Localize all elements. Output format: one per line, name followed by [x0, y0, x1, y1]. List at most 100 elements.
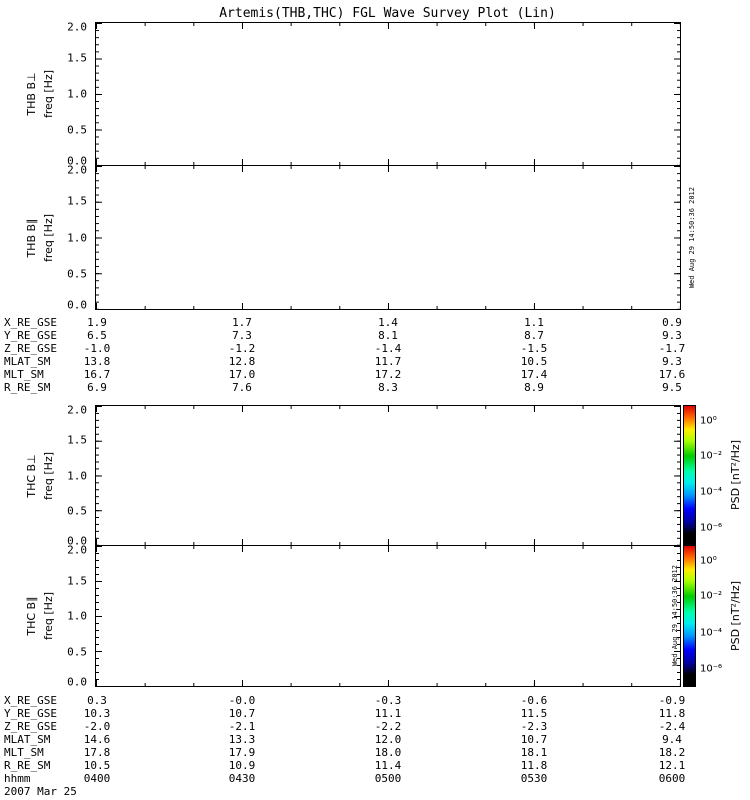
plot-area-thc-bperp [95, 405, 681, 546]
freq-tick: 1.5 [67, 51, 87, 65]
ephemeris-value: -0.0 [228, 694, 256, 707]
ephemeris-label: MLAT_SM [4, 733, 51, 746]
ephemeris-value: -1.5 [520, 342, 548, 355]
time-tick: 0400 [83, 772, 111, 785]
creation-timestamp: Wed Aug 29 14:50:36 2012 [686, 165, 697, 310]
ephemeris-value: 6.9 [87, 381, 107, 394]
ephemeris-value: 1.1 [524, 316, 544, 329]
freq-tick: 2.0 [67, 543, 87, 557]
ephemeris-row: X_RE_GSE 1.9 1.7 1.4 1.1 0.9 [0, 316, 750, 329]
ephemeris-value: 18.2 [658, 746, 686, 759]
ephemeris-label: R_RE_SM [4, 381, 51, 394]
creation-timestamp-text: Wed Aug 29 14:50:36 2012 [687, 186, 696, 289]
time-axis-row: hhmm 0400 0430 0500 0530 0600 [0, 772, 750, 785]
ephemeris-value: -0.3 [374, 694, 402, 707]
freq-tick: 0.5 [67, 645, 87, 658]
date-row: 2007 Mar 25 [0, 785, 750, 798]
time-tick: 0500 [374, 772, 402, 785]
ephemeris-value: 11.8 [520, 759, 548, 772]
ephemeris-value: 11.1 [374, 707, 402, 720]
freq-tick: 1.0 [67, 231, 87, 244]
ephemeris-row: Z_RE_GSE -2.0 -2.1 -2.2 -2.3 -2.4 [0, 720, 750, 733]
freq-tick: 0.0 [67, 154, 87, 168]
ephemeris-label: Y_RE_GSE [4, 707, 57, 720]
ephemeris-value: 13.3 [228, 733, 256, 746]
ephemeris-value: -2.4 [658, 720, 686, 733]
freq-tick: 1.5 [67, 433, 87, 447]
ephemeris-value: 11.5 [520, 707, 548, 720]
freq-tick: 2.0 [67, 403, 87, 417]
ephemeris-value: -2.3 [520, 720, 548, 733]
ephemeris-row: MLT_SM 17.8 17.9 18.0 18.1 18.2 [0, 746, 750, 759]
ephemeris-value: 10.7 [228, 707, 256, 720]
colorbar-tick: 10⁻² [700, 590, 723, 602]
panel-thb-bpar: THB B∥ freq [Hz] 2.0 1.5 1.0 0.5 0.0 [0, 164, 750, 312]
psd-colorbar [683, 405, 696, 546]
ephemeris-value: 11.7 [374, 355, 402, 368]
ephemeris-value: 8.1 [378, 329, 398, 342]
ephemeris-value: 17.8 [83, 746, 111, 759]
ephemeris-value: 16.7 [83, 368, 111, 381]
ephemeris-row: MLAT_SM 14.6 13.3 12.0 10.7 9.4 [0, 733, 750, 746]
ephemeris-label: MLT_SM [4, 368, 44, 381]
ephemeris-value: 13.8 [83, 355, 111, 368]
time-tick: 0600 [658, 772, 686, 785]
ephemeris-value: 8.3 [378, 381, 398, 394]
ephemeris-value: 12.8 [228, 355, 256, 368]
plot-area-thc-bpar [95, 545, 681, 687]
ephemeris-value: -0.9 [658, 694, 686, 707]
ephemeris-value: 12.1 [658, 759, 686, 772]
freq-tick: 0.0 [67, 298, 87, 312]
ephemeris-label: X_RE_GSE [4, 694, 57, 707]
ephemeris-value: 10.3 [83, 707, 111, 720]
colorbar-tick: 10⁰ [700, 415, 717, 426]
freq-tick: 0.0 [67, 534, 87, 548]
time-axis-label: hhmm [4, 772, 31, 785]
freq-tick: 0.5 [67, 504, 87, 518]
ephemeris-value: 8.7 [524, 329, 544, 342]
ephemeris-row: R_RE_SM 6.9 7.6 8.3 8.9 9.5 [0, 381, 750, 394]
ephemeris-row: Z_RE_GSE -1.0 -1.2 -1.4 -1.5 -1.7 [0, 342, 750, 355]
creation-timestamp-text: Wed Aug 29 14:50:36 2012 [670, 565, 679, 667]
freq-tick-labels: 2.0 1.5 1.0 0.5 0.0 [0, 164, 89, 312]
ephemeris-row: X_RE_GSE 0.3 -0.0 -0.3 -0.6 -0.9 [0, 694, 750, 707]
ephemeris-value: 1.4 [378, 316, 398, 329]
ephemeris-value: -1.7 [658, 342, 686, 355]
ephemeris-value: 11.8 [658, 707, 686, 720]
colorbar-tick: 10⁻⁴ [700, 486, 723, 498]
freq-tick: 0.0 [67, 675, 87, 689]
freq-tick: 1.5 [67, 194, 87, 208]
freq-tick: 1.0 [67, 87, 87, 101]
freq-tick: 1.0 [67, 469, 87, 482]
ephemeris-value: -1.2 [228, 342, 256, 355]
ephemeris-value: 0.3 [87, 694, 107, 707]
ephemeris-label: Z_RE_GSE [4, 342, 57, 355]
freq-tick: 1.5 [67, 574, 87, 587]
plot-area-thb-bpar [95, 165, 681, 310]
psd-axis-label-text: PSD [nT²/Hz] [728, 440, 742, 511]
colorbar-tick: 10⁻⁶ [700, 663, 723, 675]
ephemeris-value: 9.4 [662, 733, 682, 746]
time-tick: 0430 [228, 772, 256, 785]
freq-tick: 2.0 [67, 20, 87, 34]
ephemeris-row: MLAT_SM 13.8 12.8 11.7 10.5 9.3 [0, 355, 750, 368]
ephemeris-value: 9.3 [662, 355, 682, 368]
ephemeris-value: 8.9 [524, 381, 544, 394]
ephemeris-value: -1.4 [374, 342, 402, 355]
psd-colorbar-ticks: 10⁰ 10⁻² 10⁻⁴ 10⁻⁶ [700, 405, 734, 546]
ephemeris-value: 18.0 [374, 746, 402, 759]
ephemeris-value: 10.9 [228, 759, 256, 772]
ephemeris-label: MLAT_SM [4, 355, 51, 368]
ephemeris-label: X_RE_GSE [4, 316, 57, 329]
freq-tick: 1.0 [67, 609, 87, 623]
ephemeris-label: R_RE_SM [4, 759, 51, 772]
colorbar-tick: 10⁻⁴ [700, 627, 723, 639]
psd-axis-label: PSD [nT²/Hz] [724, 545, 746, 687]
ephemeris-label: Y_RE_GSE [4, 329, 57, 342]
ephemeris-value: 12.0 [374, 733, 402, 746]
ephemeris-value: 17.0 [228, 368, 256, 381]
ephemeris-label: MLT_SM [4, 746, 44, 759]
ephemeris-value: 17.4 [520, 368, 548, 381]
ephemeris-value: -2.2 [374, 720, 402, 733]
